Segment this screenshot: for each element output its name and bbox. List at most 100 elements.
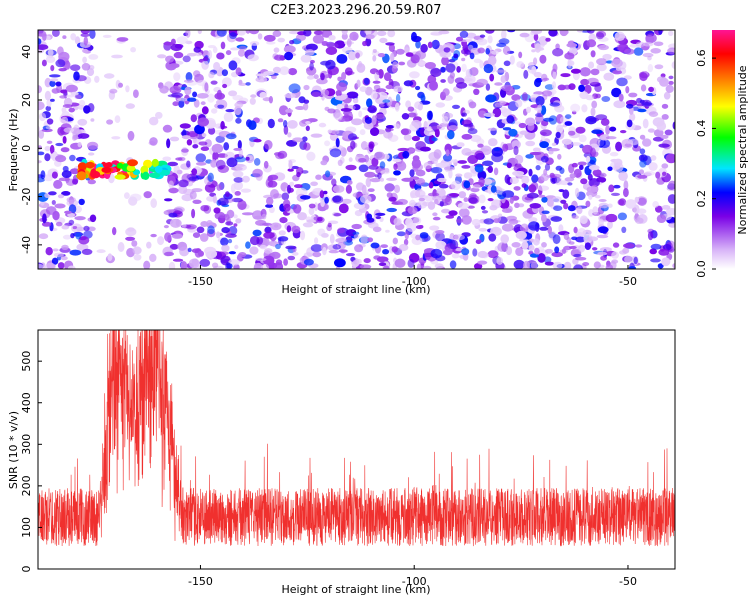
heatmap-cell (371, 115, 377, 126)
heatmap-cell (565, 114, 572, 119)
heatmap-cell (534, 78, 541, 88)
heatmap-cell (476, 78, 488, 86)
colorbar-tick-label: 0.6 (695, 49, 708, 67)
heatmap-cell (356, 79, 361, 88)
heatmap-cell (164, 198, 173, 202)
heatmap-cell (438, 30, 450, 35)
heatmap-cell (393, 184, 401, 194)
heatmap-cell (500, 234, 510, 244)
heatmap-cell (257, 33, 263, 40)
heatmap-cell (346, 180, 353, 185)
heatmap-signal-cell (76, 171, 87, 181)
heatmap-cell (215, 135, 225, 143)
heatmap-cell (435, 232, 445, 242)
heatmap-cell (150, 233, 157, 238)
heatmap-cell (240, 188, 252, 193)
heatmap-cell (303, 142, 311, 151)
heatmap-cell (396, 231, 406, 237)
heatmap-cell (467, 128, 478, 135)
heatmap-cell (102, 34, 112, 39)
heatmap-cell (61, 224, 70, 230)
heatmap-cell (363, 121, 374, 130)
heatmap-cell (577, 161, 587, 166)
heatmap-cell (555, 43, 560, 50)
heatmap-cell (340, 108, 352, 112)
heatmap-cell (370, 127, 380, 136)
heatmap-cell (207, 45, 216, 49)
heatmap-cell (650, 155, 657, 161)
heatmap-cell (117, 242, 125, 252)
heatmap-cell (560, 73, 571, 78)
heatmap-cell (89, 30, 96, 39)
heatmap-cell (76, 226, 86, 232)
heatmap-cell (415, 225, 424, 230)
heatmap-cell (436, 177, 447, 183)
heatmap-cell (212, 262, 219, 268)
heatmap-cell (567, 205, 576, 212)
heatmap-cell (592, 206, 599, 215)
heatmap-cell (586, 77, 599, 85)
heatmap-cell (38, 129, 45, 139)
heatmap-cell (51, 200, 56, 205)
heatmap-cell (300, 195, 311, 200)
heatmap-cell (210, 80, 218, 85)
heatmap-cell (474, 164, 484, 173)
heatmap-cell (410, 192, 415, 199)
heatmap-cell (390, 52, 395, 62)
heatmap-cell (261, 237, 270, 247)
heatmap-cell (456, 66, 461, 73)
heatmap-cell (386, 207, 398, 213)
heatmap-cell (573, 253, 582, 258)
heatmap-cell (501, 223, 514, 232)
heatmap-cell (65, 84, 78, 93)
heatmap-cell (623, 187, 629, 198)
heatmap-cell (461, 63, 467, 73)
heatmap-cell (634, 196, 639, 203)
heatmap-cell (598, 199, 607, 202)
heatmap-signal-cell (126, 164, 136, 172)
heatmap-cell (226, 209, 235, 219)
heatmap-cell (412, 216, 422, 225)
heatmap-cell (260, 263, 270, 269)
heatmap-cell (487, 165, 493, 173)
heatmap-cell (181, 148, 189, 153)
heatmap-cell (294, 184, 303, 189)
heatmap-cell (613, 100, 626, 109)
heatmap-cell (223, 142, 230, 151)
heatmap-cell (218, 214, 228, 219)
heatmap-cell (288, 68, 298, 76)
heatmap-cell (232, 170, 244, 178)
heatmap-cell (559, 167, 565, 174)
heatmap-cell (396, 198, 408, 206)
heatmap-cell (337, 228, 346, 234)
snr-y-tick-label: 300 (20, 434, 33, 455)
heatmap-cell (302, 136, 308, 142)
heatmap-cell (656, 214, 667, 223)
heatmap-cell (57, 262, 65, 269)
heatmap-cell (453, 53, 459, 59)
heatmap-cell (415, 50, 426, 60)
heatmap-cell (661, 114, 669, 120)
heatmap-cell (367, 105, 377, 114)
heatmap-cell (237, 49, 246, 57)
heatmap-cell (654, 64, 664, 70)
heatmap-cell (599, 139, 611, 149)
heatmap-cell (491, 50, 499, 55)
heatmap-cell (44, 262, 56, 269)
heatmap-cell (106, 119, 114, 125)
heatmap-cell (494, 82, 503, 86)
heatmap-cell (480, 205, 486, 210)
heatmap-cell (235, 37, 245, 42)
colorbar-ticks: 0.0 0.2 0.4 0.6 (695, 49, 716, 278)
heatmap-cell (607, 220, 613, 229)
heatmap-cell (629, 44, 640, 48)
heatmap-cell (125, 103, 135, 109)
heatmap-cell (622, 247, 630, 254)
snr-panel: -150 -100 -50 0 100 200 300 400 500 Height of s… (7, 329, 676, 596)
heatmap-cell (523, 69, 529, 79)
heatmap-cell (303, 99, 310, 104)
heatmap-cell (570, 142, 582, 146)
heatmap-cell (597, 226, 609, 234)
heatmap-cell (327, 108, 336, 114)
heatmap-signal-cell (154, 165, 163, 173)
